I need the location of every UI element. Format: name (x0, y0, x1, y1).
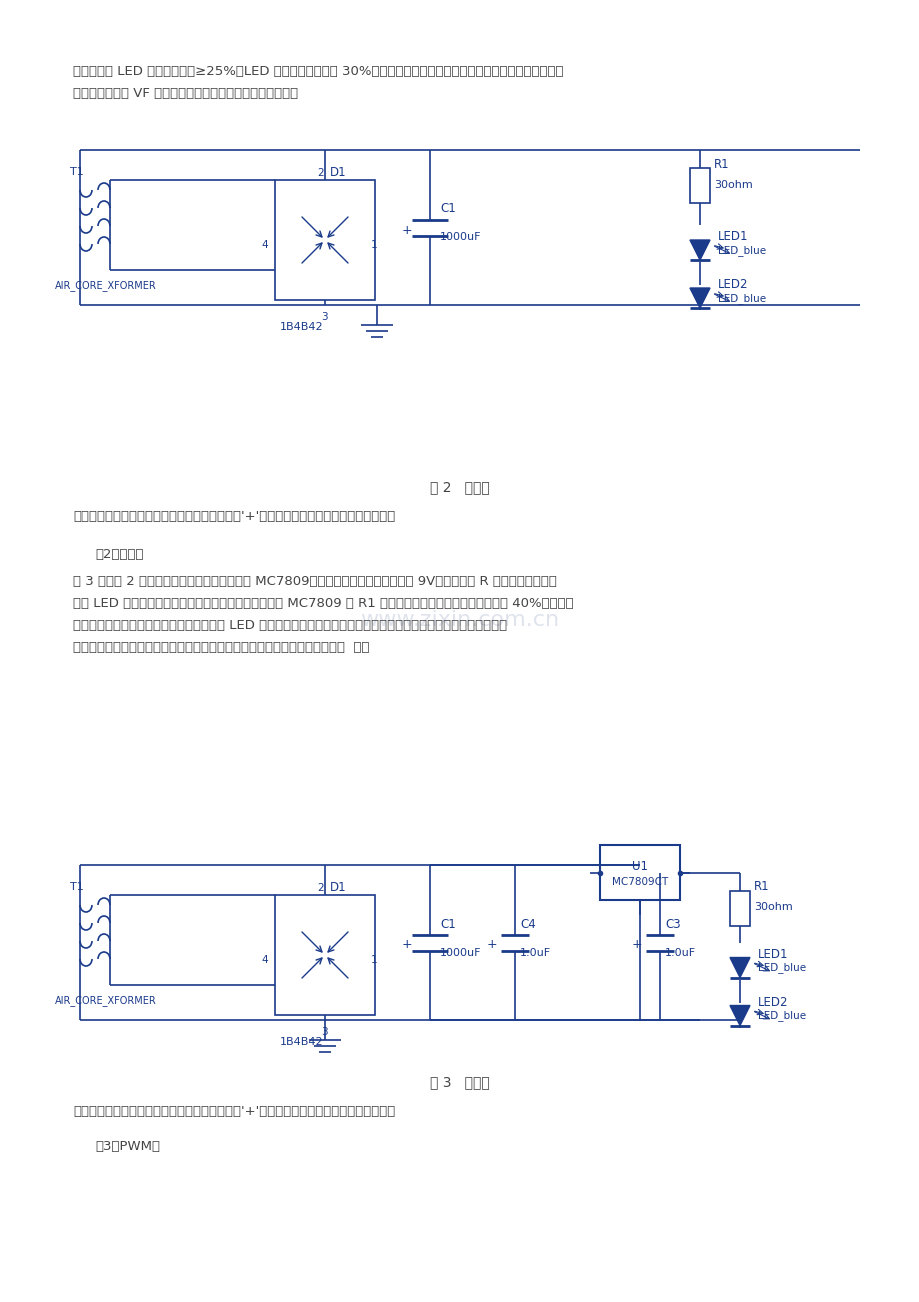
Text: 1: 1 (370, 240, 377, 250)
Text: LED1: LED1 (757, 948, 788, 961)
Text: +: + (486, 939, 497, 952)
Text: +: + (402, 224, 413, 237)
Text: C3: C3 (664, 918, 680, 931)
Text: T1: T1 (70, 167, 84, 177)
Text: R1: R1 (713, 158, 729, 171)
Text: LED_blue: LED_blue (757, 962, 805, 974)
Text: 图 2   限流法: 图 2 限流法 (430, 480, 489, 493)
Text: +: + (631, 939, 642, 952)
Text: 二极管改为空心通直线，电容为平行直线，删除'+'号，符号改为斜体，脚注改为小写正体: 二极管改为空心通直线，电容为平行直线，删除'+'号，符号改为斜体，脚注改为小写正… (73, 1105, 395, 1118)
Text: LED1: LED1 (717, 230, 748, 243)
Bar (689, 168, 709, 203)
Bar (275, 894, 375, 1016)
Text: 1B4B42: 1B4B42 (279, 1036, 323, 1047)
Text: 但是电流会随着 VF 的变化而改变亮度，效率很低，散热难。: 但是电流会随着 VF 的变化而改变亮度，效率很低，散热难。 (73, 87, 298, 100)
Polygon shape (689, 240, 709, 260)
Text: LED_blue: LED_blue (717, 293, 766, 303)
Text: 动时，流过 LED 的电流变化将≥25%，LED 上的功率变化超过 30%。电阻限流的优点是设计简单、成本低、无电磁干扰；: 动时，流过 LED 的电流变化将≥25%，LED 上的功率变化超过 30%。电阻… (73, 65, 563, 78)
Text: AIR_CORE_XFORMER: AIR_CORE_XFORMER (55, 995, 156, 1006)
Text: LED_blue: LED_blue (717, 245, 766, 256)
Text: 30ohm: 30ohm (754, 902, 792, 913)
Text: 1: 1 (370, 954, 377, 965)
Text: LED2: LED2 (757, 996, 788, 1009)
Text: 1000uF: 1000uF (439, 948, 481, 957)
Polygon shape (689, 288, 709, 309)
Text: （3）PWM法: （3）PWM法 (95, 1141, 160, 1154)
Text: 1B4B42: 1B4B42 (279, 322, 323, 332)
Text: 就称不上是节能照明产品。为了达到既能使 LED 稳定工作，又能保持高的效率，应采用低功耗的限流元件和电路来使系: 就称不上是节能照明产品。为了达到既能使 LED 稳定工作，又能保持高的效率，应采… (73, 618, 506, 631)
Text: 1.0uF: 1.0uF (664, 948, 696, 957)
Text: C1: C1 (439, 918, 455, 931)
Text: 3: 3 (321, 312, 327, 322)
Bar (729, 891, 749, 926)
Text: T1: T1 (70, 881, 84, 892)
Text: 4: 4 (261, 954, 267, 965)
Text: +: + (402, 939, 413, 952)
Text: R1: R1 (754, 880, 769, 893)
Polygon shape (729, 957, 749, 978)
Text: 1.0uF: 1.0uF (519, 948, 550, 957)
Text: 造成 LED 的电压不稳。但是，此电路效率还是低。因为 MC7809 和 R1 上的压降仍占很大比例，其效率约为 40%左右。这: 造成 LED 的电压不稳。但是，此电路效率还是低。因为 MC7809 和 R1 … (73, 598, 573, 611)
Text: C1: C1 (439, 203, 455, 216)
Text: （2）稳压法: （2）稳压法 (95, 548, 143, 561)
Bar (599, 845, 679, 900)
Text: U1: U1 (631, 861, 647, 874)
Text: D1: D1 (330, 881, 346, 894)
Text: MC7809CT: MC7809CT (611, 878, 667, 887)
Text: www.zixin.com.cn: www.zixin.com.cn (360, 611, 559, 630)
Text: 2: 2 (317, 168, 323, 178)
Text: LED_blue: LED_blue (757, 1010, 805, 1021)
Text: 30ohm: 30ohm (713, 180, 752, 190)
Text: 4: 4 (261, 240, 267, 250)
Text: 1000uF: 1000uF (439, 233, 481, 242)
Text: C4: C4 (519, 918, 535, 931)
Text: D1: D1 (330, 165, 346, 178)
Polygon shape (729, 1005, 749, 1026)
Text: 统效率提高。线形稳压法的优点是结构简单、外廓元件少、效率中等、成本较  低。: 统效率提高。线形稳压法的优点是结构简单、外廓元件少、效率中等、成本较 低。 (73, 641, 369, 654)
Text: 3: 3 (321, 1027, 327, 1036)
Text: 2: 2 (317, 883, 323, 893)
Text: 图 3   稳压法: 图 3 稳压法 (430, 1075, 489, 1088)
Text: LED2: LED2 (717, 279, 748, 292)
Bar (275, 180, 375, 299)
Text: 图 3 是在图 2 的基础上加了一个集成稳压元件 MC7809，使输出端的电压基本稳定在 9V，限流电阻 R 可用得很小，不会: 图 3 是在图 2 的基础上加了一个集成稳压元件 MC7809，使输出端的电压基… (73, 575, 556, 589)
Text: 二极管改为空心通直线，电容为平行直线，删除'+'号，符号改为斜体，脚注改为小写正体: 二极管改为空心通直线，电容为平行直线，删除'+'号，符号改为斜体，脚注改为小写正… (73, 510, 395, 523)
Text: AIR_CORE_XFORMER: AIR_CORE_XFORMER (55, 280, 156, 290)
